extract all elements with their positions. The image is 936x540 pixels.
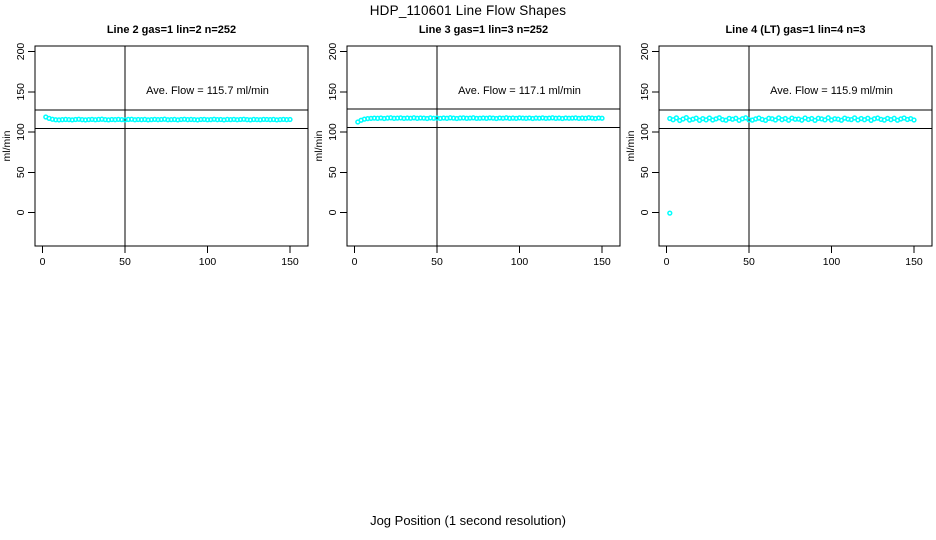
x-tick-label: 50 xyxy=(119,256,131,268)
subplot-line3: Line 3 gas=1 lin=3 n=252 0 50 100 150 0 50 100… xyxy=(312,0,624,290)
ave-flow-annotation: Ave. Flow = 115.7 ml/min xyxy=(146,85,269,97)
subplot-title: Line 2 gas=1 lin=2 n=252 xyxy=(106,24,237,36)
data-points xyxy=(355,115,605,125)
x-tick-label: 100 xyxy=(511,256,529,268)
y-tick-label: 200 xyxy=(327,43,339,61)
plot-svg-line3: 0 50 100 150 0 50 100 150 200 ml/min Ave. Flow = 1… xyxy=(313,43,621,268)
plot-box xyxy=(346,45,621,247)
subplot-line2: Line 2 gas=1 lin=2 n=252 0 50 100 150 0 50 100… xyxy=(0,0,312,290)
y-tick-label: 150 xyxy=(639,83,651,101)
y-tick-label: 200 xyxy=(15,43,27,61)
x-tick-label: 150 xyxy=(593,256,611,268)
x-tick-label: 150 xyxy=(905,256,923,268)
y-tick-label: 50 xyxy=(327,166,339,178)
x-tick-label: 150 xyxy=(281,256,299,268)
subplot-title: Line 4 (LT) gas=1 lin=4 n=3 xyxy=(725,24,866,36)
data-point xyxy=(673,115,680,121)
ave-flow-annotation: Ave. Flow = 115.9 ml/min xyxy=(770,85,893,97)
subplot-line4: Line 4 (LT) gas=1 lin=4 n=3 0 50 100 150 0 50… xyxy=(624,0,936,290)
plot-box xyxy=(34,45,309,247)
x-tick-label: 0 xyxy=(40,256,46,268)
data-point xyxy=(287,116,293,123)
data-point xyxy=(911,117,917,123)
y-tick-label: 50 xyxy=(15,166,27,178)
y-tick-label: 0 xyxy=(327,209,339,215)
x-tick-label: 0 xyxy=(664,256,670,268)
data-point xyxy=(683,115,689,121)
subplot-title: Line 3 gas=1 lin=3 n=252 xyxy=(418,24,549,36)
y-tick-label: 0 xyxy=(639,209,651,215)
y-axis-title: ml/min xyxy=(1,130,13,161)
data-point xyxy=(825,115,831,121)
x-tick-label: 50 xyxy=(431,256,443,268)
y-tick-label: 0 xyxy=(15,209,27,215)
y-tick-label: 50 xyxy=(639,166,651,178)
x-tick-label: 100 xyxy=(199,256,217,268)
data-point xyxy=(599,115,605,121)
figure-title: HDP_110601 Line Flow Shapes xyxy=(369,3,567,18)
y-tick-label: 100 xyxy=(327,123,339,141)
y-tick-label: 100 xyxy=(639,123,651,141)
data-points xyxy=(43,114,293,123)
x-axis-label: Jog Position (1 second resolution) xyxy=(370,513,566,528)
y-tick-label: 100 xyxy=(15,123,27,141)
x-tick-label: 0 xyxy=(352,256,358,268)
plot-svg-line2: 0 50 100 150 0 50 100 150 200 ml/min Ave. Flow = 1… xyxy=(1,43,309,268)
plot-svg-line4: 0 50 100 150 0 50 100 150 200 ml/min Ave. Flow = 1… xyxy=(625,43,933,268)
y-axis-title: ml/min xyxy=(625,130,637,161)
y-tick-label: 150 xyxy=(15,83,27,101)
x-tick-label: 50 xyxy=(743,256,755,268)
y-tick-label: 150 xyxy=(327,83,339,101)
plot-box xyxy=(658,45,933,247)
ave-flow-annotation: Ave. Flow = 117.1 ml/min xyxy=(458,85,581,97)
x-tick-label: 100 xyxy=(823,256,841,268)
y-axis-title: ml/min xyxy=(313,130,325,161)
y-tick-label: 200 xyxy=(639,43,651,61)
data-points xyxy=(667,115,917,216)
data-point xyxy=(667,210,673,216)
